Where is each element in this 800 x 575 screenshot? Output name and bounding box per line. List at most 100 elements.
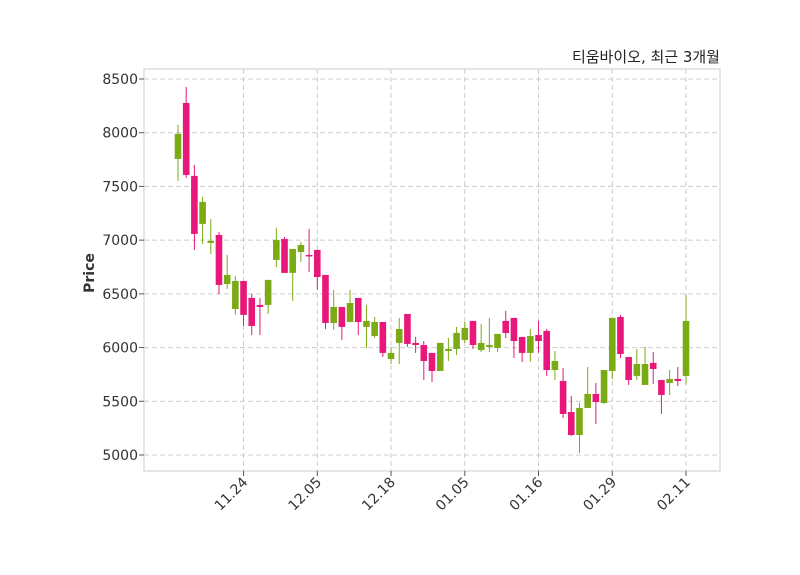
candle-down	[502, 310, 510, 339]
candle-body	[658, 380, 665, 395]
candle-down	[412, 336, 419, 353]
candle-body	[281, 238, 288, 273]
candle-body	[297, 244, 305, 252]
candle-body	[346, 302, 354, 322]
candle-body	[608, 317, 616, 371]
candle-body	[330, 306, 337, 323]
candle-down	[559, 367, 567, 418]
candle-body	[600, 370, 608, 403]
candle-up	[371, 316, 378, 339]
candle-body	[551, 360, 559, 371]
y-axis-label: Price	[82, 253, 98, 293]
candle-body	[273, 239, 280, 260]
y-tick-label: 8500	[102, 72, 138, 88]
candle-body	[625, 357, 632, 381]
candle-body	[567, 412, 575, 436]
candle-down	[404, 313, 411, 347]
candle-body	[412, 342, 419, 345]
candle-down	[518, 336, 526, 362]
candle-body	[486, 344, 493, 347]
candle-body	[387, 352, 395, 359]
candle-up	[387, 346, 395, 365]
candle-down	[256, 297, 264, 335]
candle-body	[354, 297, 362, 322]
x-tick-label: 01.29	[580, 475, 620, 515]
candle-body	[363, 320, 370, 327]
candle-up	[461, 321, 469, 343]
candle-up	[608, 317, 616, 379]
x-tick-label: 02.11	[654, 475, 694, 515]
candle-body	[469, 320, 477, 345]
candle-body	[191, 175, 198, 234]
candle-up	[395, 317, 403, 365]
candle-up	[264, 279, 272, 314]
candle-down	[543, 328, 551, 376]
candle-down	[592, 383, 600, 424]
candle-body	[240, 280, 247, 315]
candle-down	[469, 320, 477, 349]
candle-down	[625, 357, 632, 385]
candle-up	[363, 304, 370, 349]
candle-body	[436, 342, 444, 371]
candle-up	[494, 333, 501, 352]
x-tick-label: 01.05	[433, 475, 473, 515]
candle-body	[223, 274, 231, 284]
candle-body	[199, 201, 206, 224]
candle-down	[535, 320, 542, 353]
candle-down	[379, 321, 387, 358]
y-tick-label: 5500	[102, 394, 138, 410]
candle-down	[240, 280, 247, 326]
candle-body	[232, 280, 239, 309]
candle-body	[461, 327, 469, 340]
candle-up	[232, 275, 239, 315]
candle-body	[420, 344, 428, 361]
candle-down	[658, 380, 665, 414]
candle-up	[174, 124, 182, 181]
candle-body	[182, 102, 190, 175]
candle-up	[477, 323, 485, 352]
candle-down	[428, 352, 436, 382]
x-tick-label: 01.16	[507, 474, 547, 514]
candle-up	[445, 338, 452, 361]
candle-body	[428, 352, 436, 371]
candle-body	[256, 304, 264, 307]
candle-body	[445, 348, 452, 352]
candle-down	[248, 293, 256, 335]
candle-down	[313, 249, 321, 290]
y-tick-label: 7500	[102, 179, 138, 195]
candle-body	[682, 320, 690, 376]
candle-body	[322, 274, 329, 323]
y-tick-label: 5000	[102, 448, 138, 464]
candle-up	[346, 289, 354, 322]
candle-up	[297, 241, 305, 262]
candle-down	[510, 317, 518, 358]
candle-body	[379, 321, 387, 353]
y-tick-label: 6500	[102, 287, 138, 303]
candle-body	[264, 279, 272, 305]
candle-body	[338, 306, 346, 327]
y-tick-label: 7000	[102, 233, 138, 249]
x-tick-label: 11.24	[212, 474, 252, 514]
candle-up	[223, 254, 231, 289]
candle-body	[518, 336, 526, 353]
candle-up	[436, 342, 444, 371]
candle-down	[649, 351, 657, 384]
candle-up	[633, 348, 641, 381]
x-axis: 11.24 12.05 12.18 01.05 01.16 01.29 02.11	[212, 471, 694, 514]
candle-up	[289, 248, 297, 301]
candle-down	[281, 236, 288, 273]
x-tick-label: 12.18	[359, 475, 399, 515]
candle-body	[395, 328, 403, 343]
candle-body	[592, 393, 600, 403]
candle-body	[502, 320, 510, 333]
y-tick-label: 6000	[102, 341, 138, 357]
candle-up	[527, 328, 534, 362]
candle-body	[584, 393, 591, 408]
candle-up	[682, 294, 690, 384]
candle-up	[551, 351, 559, 381]
x-tick-label: 12.05	[285, 475, 325, 515]
candle-body	[174, 133, 182, 159]
candle-body	[305, 254, 313, 257]
candle-body	[527, 335, 534, 353]
candle-down	[215, 231, 223, 294]
